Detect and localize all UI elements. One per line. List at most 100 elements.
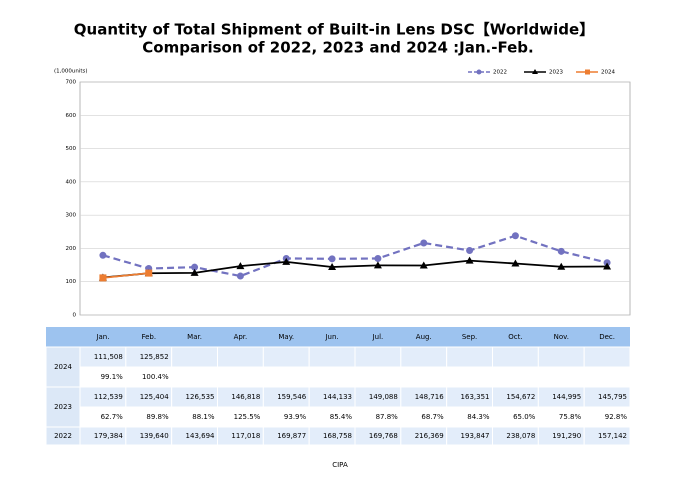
table-cell	[583, 366, 631, 388]
legend-label: 2023	[549, 70, 563, 76]
cell-text: 112,539	[94, 393, 123, 401]
legend-marker	[532, 69, 538, 74]
cell-text: 157,142	[598, 432, 627, 440]
table-cell	[354, 346, 402, 368]
marker	[557, 262, 566, 270]
cell-text: 111,508	[94, 353, 123, 361]
series-line	[102, 272, 149, 279]
legend-label: 2024	[601, 70, 615, 76]
row-label: 2024	[54, 363, 72, 371]
cell-text: 125.5%	[234, 413, 261, 421]
cell-text: 179,384	[94, 432, 123, 440]
cell-text: 169,768	[369, 432, 398, 440]
marker	[191, 263, 199, 271]
marker	[511, 232, 519, 240]
column-header: Feb.	[141, 333, 156, 341]
cell-text: 65.0%	[513, 413, 536, 421]
column-header: Mar.	[187, 333, 202, 341]
cell-text: 88.1%	[192, 413, 215, 421]
column-header: Nov.	[554, 333, 569, 341]
series-line	[102, 259, 608, 279]
cell-text: 126,535	[186, 393, 215, 401]
marker	[557, 247, 565, 255]
cell-text: 191,290	[552, 432, 581, 440]
column-header: Jun.	[324, 333, 338, 341]
marker	[466, 246, 474, 254]
legend-label: 2022	[493, 70, 507, 76]
cell-text: 68.7%	[421, 413, 444, 421]
table-cell	[492, 346, 539, 368]
y-tick-label: 500	[66, 146, 77, 152]
chart-subtitle: Comparison of 2022, 2023 and 2024 :Jan.-…	[142, 39, 533, 57]
cell-text: 99.1%	[101, 373, 124, 381]
table-cell	[446, 366, 493, 388]
cell-text: 139,640	[140, 432, 169, 440]
table-cell	[354, 366, 402, 388]
cell-text: 169,877	[277, 432, 306, 440]
table-cell	[308, 366, 356, 388]
y-tick-label: 600	[66, 113, 77, 119]
column-header: Jan.	[95, 333, 109, 341]
marker	[374, 254, 382, 262]
cell-text: 193,847	[461, 432, 490, 440]
column-header: Aug.	[416, 333, 432, 341]
marker	[145, 269, 153, 277]
marker	[603, 262, 612, 270]
marker	[282, 257, 291, 265]
table-cell	[262, 346, 310, 368]
cell-text: 125,852	[140, 353, 169, 361]
legend-marker	[585, 69, 590, 75]
table-header	[46, 327, 630, 347]
marker	[236, 262, 245, 270]
source: CIPA	[332, 461, 348, 469]
row-label-cell	[45, 346, 81, 388]
y-tick-label: 700	[66, 80, 77, 86]
table-cell	[492, 366, 539, 388]
table-cell	[583, 346, 631, 368]
table-cell	[400, 346, 448, 368]
table-cell	[171, 346, 219, 368]
cell-text: 238,078	[506, 432, 535, 440]
series-line	[102, 234, 608, 278]
marker	[373, 261, 382, 269]
y-unit: (1,000units)	[54, 69, 88, 75]
cell-text: 100.4%	[142, 373, 169, 381]
cell-text: 148,716	[415, 393, 444, 401]
column-header: Dec.	[599, 333, 615, 341]
y-tick-label: 100	[66, 279, 77, 285]
chart-title: Quantity of Total Shipment of Built-in L…	[74, 21, 594, 39]
marker	[420, 239, 428, 247]
cell-text: 62.7%	[101, 413, 124, 421]
cell-text: 144,995	[552, 393, 581, 401]
cell-text: 216,369	[415, 432, 444, 440]
table-cell	[262, 366, 310, 388]
marker	[328, 255, 336, 263]
table-cell	[217, 346, 264, 368]
marker	[511, 259, 520, 267]
marker	[99, 251, 107, 259]
cell-text: 125,404	[140, 393, 169, 401]
cell-text: 84.3%	[467, 413, 490, 421]
cell-text: 154,672	[506, 393, 535, 401]
column-header: May.	[278, 333, 294, 341]
marker	[328, 263, 337, 271]
y-tick-label: 400	[66, 179, 77, 185]
marker	[190, 268, 199, 276]
column-header: Apr.	[234, 333, 248, 341]
legend-marker	[476, 69, 482, 75]
cell-text: 85.4%	[330, 413, 353, 421]
cell-text: 149,088	[369, 393, 398, 401]
y-tick-label: 0	[73, 313, 77, 319]
cell-text: 159,546	[277, 393, 306, 401]
y-tick-label: 300	[66, 213, 77, 219]
table-cell	[171, 366, 219, 388]
cell-text: 168,758	[323, 432, 352, 440]
column-header: Sep.	[462, 333, 477, 341]
row-label: 2023	[54, 403, 72, 411]
marker	[99, 274, 107, 282]
cell-text: 146,818	[231, 393, 260, 401]
marker	[419, 261, 428, 269]
cell-text: 92.8%	[605, 413, 628, 421]
marker	[465, 256, 474, 264]
